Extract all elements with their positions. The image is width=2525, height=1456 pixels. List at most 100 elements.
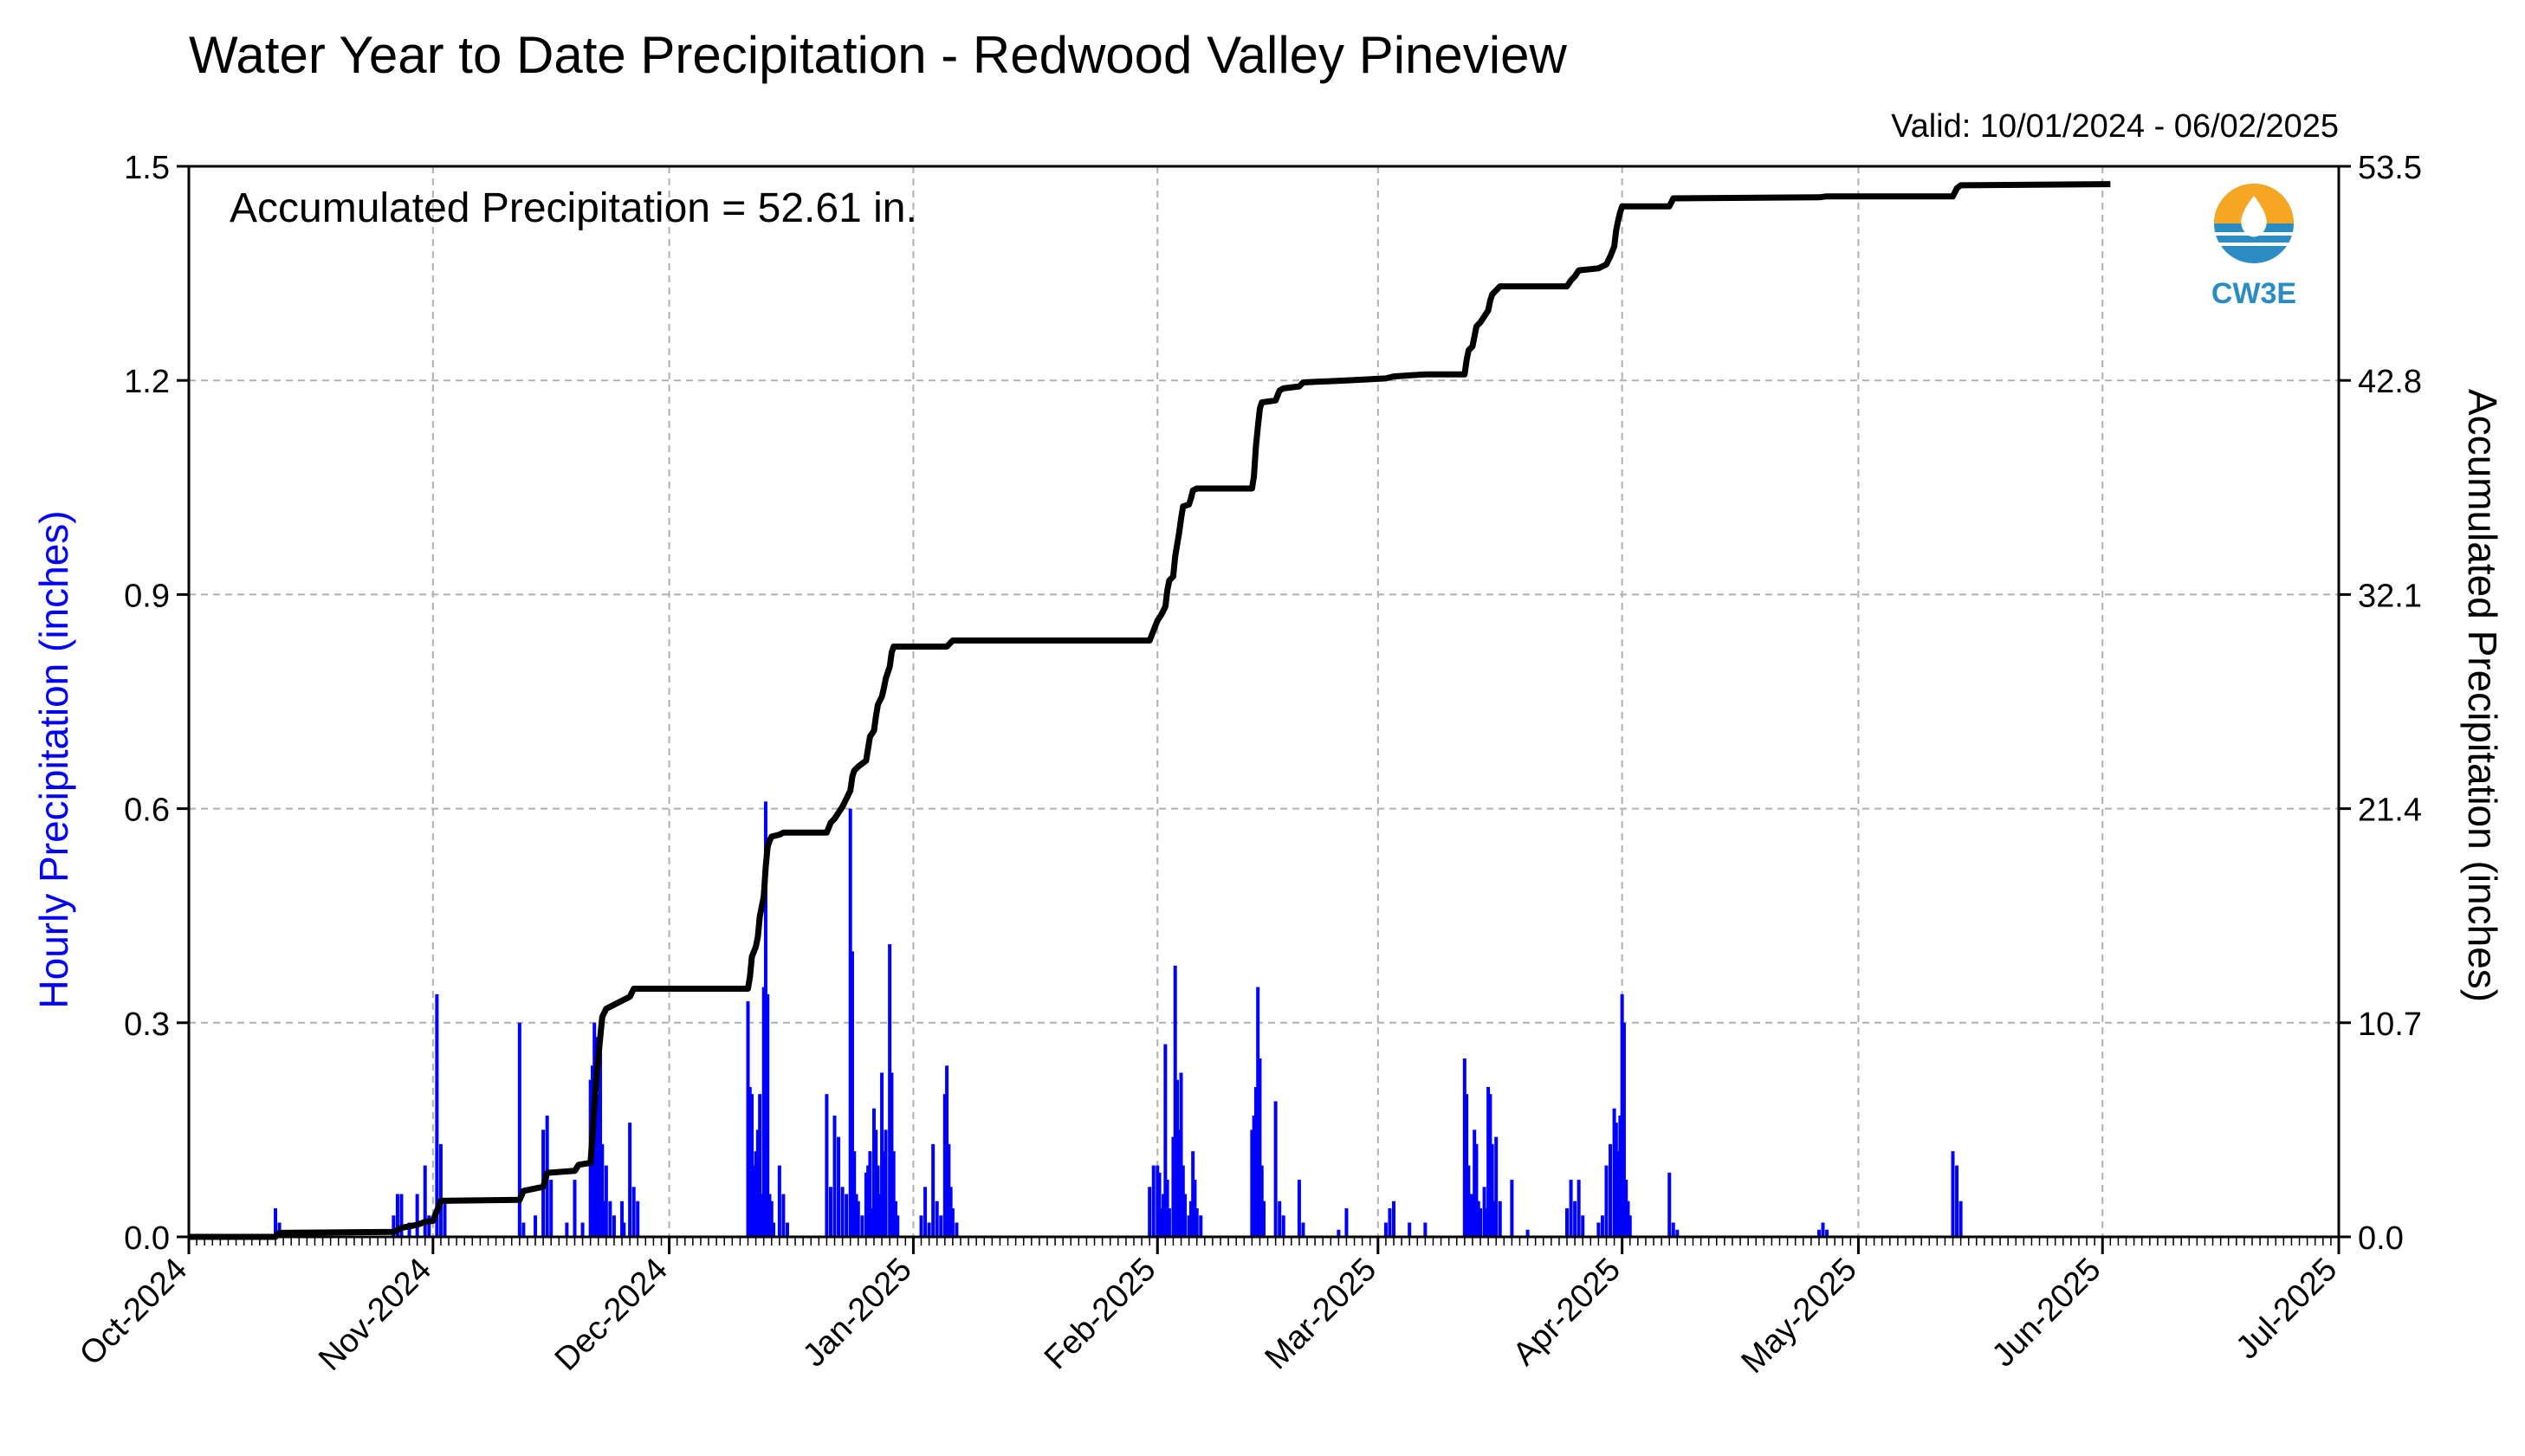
hourly-precip-bar xyxy=(939,1215,943,1237)
accumulated-precip-line xyxy=(189,181,2111,1240)
hourly-precip-bar xyxy=(945,1065,949,1237)
hourly-precip-bar xyxy=(1301,1222,1305,1237)
hourly-precip-bar xyxy=(573,1180,577,1237)
hourly-precip-bar xyxy=(856,1200,860,1237)
hourly-precip-bar xyxy=(1258,1058,1262,1237)
y-tick-label-right: 21.4 xyxy=(2358,793,2422,829)
hourly-precip-bar xyxy=(622,1222,626,1237)
hourly-precip-bar xyxy=(760,1194,764,1237)
hourly-precip-bar xyxy=(772,1222,776,1237)
hourly-precip-bar xyxy=(750,1094,754,1237)
hourly-precip-bar xyxy=(876,1165,880,1237)
hourly-precip-bar xyxy=(1628,1215,1632,1237)
hourly-precip-bar xyxy=(415,1194,419,1237)
hourly-precip-bar xyxy=(1573,1200,1577,1237)
hourly-precip-bar xyxy=(777,1165,781,1237)
hourly-precip-bar xyxy=(1383,1222,1388,1237)
hourly-precip-bar xyxy=(866,1165,871,1237)
hourly-precip-bar xyxy=(1181,1165,1185,1237)
hourly-precip-bar xyxy=(1297,1180,1301,1237)
hourly-precip-bar xyxy=(891,1151,896,1237)
hourly-precip-bar xyxy=(758,1094,762,1237)
y-axis-label-right: Accumulated Precipitation (inches) xyxy=(2460,389,2505,1002)
hourly-precip-bar xyxy=(599,1044,603,1237)
hourly-precip-bar xyxy=(1159,1208,1163,1237)
hourly-precip-bar xyxy=(874,1129,878,1237)
hourly-precip-bar xyxy=(1510,1180,1514,1237)
hourly-precip-bar xyxy=(870,1208,874,1237)
hourly-precip-bar xyxy=(1167,1208,1171,1237)
hourly-precip-bar xyxy=(399,1194,404,1237)
hourly-precip-bar xyxy=(1250,1129,1254,1237)
hourly-precip-bar xyxy=(1494,1136,1499,1237)
hourly-precip-bar xyxy=(864,1172,868,1237)
hourly-precip-bar xyxy=(893,1200,897,1237)
hourly-precip-bar xyxy=(1177,1129,1182,1237)
hourly-precip-bar xyxy=(882,1151,886,1237)
hourly-precip-bar xyxy=(1498,1200,1502,1237)
hourly-precip-bar xyxy=(602,1200,606,1237)
y-tick-label-left: 0.0 xyxy=(124,1220,170,1257)
hourly-precip-bar xyxy=(955,1222,959,1237)
hourly-precip-bar xyxy=(845,1194,849,1237)
hourly-precip-bar xyxy=(1281,1215,1285,1237)
hourly-precip-bar xyxy=(1191,1151,1195,1237)
y-tick-label-left: 0.6 xyxy=(124,793,170,829)
hourly-precip-bar xyxy=(596,1094,600,1237)
hourly-precip-bar xyxy=(947,1143,951,1237)
hourly-precip-bar xyxy=(848,808,852,1237)
hourly-precip-bar xyxy=(1486,1086,1491,1237)
hourly-precip-bar xyxy=(1951,1151,1955,1237)
hourly-precip-bar xyxy=(1479,1208,1483,1237)
hourly-precip-bar xyxy=(1470,1194,1474,1237)
hourly-precip-bar xyxy=(534,1215,538,1237)
hourly-precip-bar xyxy=(1259,1165,1264,1237)
hourly-precip-bar xyxy=(1476,1200,1480,1237)
hourly-precip-bar xyxy=(766,993,770,1237)
hourly-precip-bar xyxy=(931,1143,936,1237)
hourly-precip-bar xyxy=(628,1123,632,1237)
hourly-precip-bar xyxy=(1490,1143,1494,1237)
hourly-precip-bar xyxy=(1488,1094,1492,1237)
hourly-precip-bar xyxy=(1392,1200,1396,1237)
y-tick-label-left: 0.3 xyxy=(124,1006,170,1043)
hourly-precip-bar xyxy=(392,1215,396,1237)
hourly-precip-bar xyxy=(1278,1200,1282,1237)
hourly-precip-bar xyxy=(942,1094,947,1237)
hourly-precip-bar xyxy=(1188,1200,1193,1237)
hourly-precip-bar xyxy=(1187,1215,1191,1237)
hourly-precip-bar xyxy=(785,1222,789,1237)
hourly-precip-bar xyxy=(927,1222,931,1237)
hourly-precip-bar xyxy=(1473,1129,1477,1237)
hourly-precip-bar xyxy=(935,1200,939,1237)
hourly-precip-bar xyxy=(604,1165,608,1237)
hourly-precip-bar xyxy=(854,1194,858,1237)
valid-date-range: Valid: 10/01/2024 - 06/02/2025 xyxy=(1891,108,2339,145)
hourly-precip-bar xyxy=(1195,1208,1199,1237)
y-tick-label-right: 10.7 xyxy=(2358,1006,2422,1043)
hourly-precip-bars xyxy=(274,801,1963,1237)
hourly-precip-bar xyxy=(1609,1143,1613,1237)
hourly-precip-bar xyxy=(1616,1151,1621,1237)
hourly-precip-bar xyxy=(752,1165,756,1237)
hourly-precip-bar xyxy=(435,993,439,1237)
hourly-precip-bar xyxy=(1165,1180,1169,1237)
hourly-precip-bar xyxy=(612,1215,616,1237)
hourly-precip-bar xyxy=(580,1222,585,1237)
hourly-precip-bar xyxy=(1596,1222,1601,1237)
hourly-precip-bar xyxy=(781,1194,786,1237)
hourly-precip-bar xyxy=(631,1187,636,1237)
chart-title: Water Year to Date Precipitation - Redwo… xyxy=(189,26,1567,84)
hourly-precip-bar xyxy=(769,1200,774,1237)
hourly-precip-bar xyxy=(950,1208,955,1237)
logo-text: CW3E xyxy=(2211,277,2296,310)
hourly-precip-bar xyxy=(1253,1086,1258,1237)
hourly-precip-bar xyxy=(1337,1229,1341,1237)
hourly-precip-bar xyxy=(1162,1194,1166,1237)
hourly-precip-bar xyxy=(517,1022,521,1237)
accumulated-total-annotation: Accumulated Precipitation = 52.61 in. xyxy=(230,185,917,231)
hourly-precip-bar xyxy=(1171,1136,1175,1237)
hourly-precip-bar xyxy=(767,1194,772,1237)
hourly-precip-bar xyxy=(1466,1165,1471,1237)
